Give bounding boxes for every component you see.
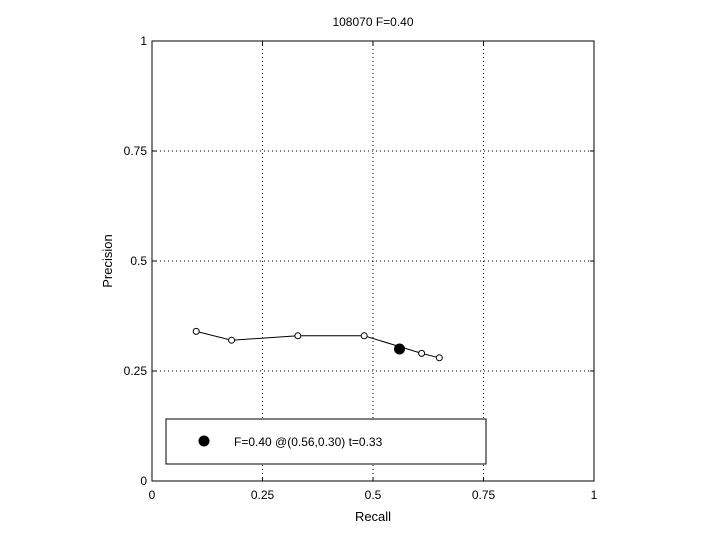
y-tick-label: 0 xyxy=(140,474,147,488)
pr-curve-line xyxy=(196,330,440,359)
x-tick-label: 0 xyxy=(149,488,156,502)
legend-box xyxy=(165,418,487,465)
pr-curve-point xyxy=(294,332,302,340)
y-tick-label: 0.25 xyxy=(124,364,148,378)
y-axis-label: Precision xyxy=(100,234,115,287)
pr-curve-point xyxy=(418,349,426,357)
pr-curve-point xyxy=(192,327,200,335)
best-f-point xyxy=(394,343,406,355)
chart-title: 108070 F=0.40 xyxy=(332,15,413,29)
series-layer xyxy=(192,327,443,362)
y-tick-label: 0.75 xyxy=(124,144,148,158)
x-tick-label: 0.75 xyxy=(472,488,496,502)
pr-curve-point xyxy=(360,332,368,340)
pr-curve-point xyxy=(435,354,443,362)
y-tick-label: 1 xyxy=(140,34,147,48)
pr-curve-point xyxy=(228,336,236,344)
x-tick-label: 0.5 xyxy=(365,488,382,502)
x-axis-label: Recall xyxy=(355,509,391,524)
x-tick-label: 1 xyxy=(591,488,598,502)
tick-layer: 00 0.25 0.25 0.5 0.5 0.75 0.75 1 1 xyxy=(124,34,598,502)
legend-label: F=0.40 @(0.56,0.30) t=0.33 xyxy=(234,435,383,449)
legend-marker xyxy=(198,435,210,447)
legend: F=0.40 @(0.56,0.30) t=0.33 xyxy=(165,418,487,465)
grid-layer xyxy=(152,41,594,481)
y-tick-label: 0.5 xyxy=(130,254,147,268)
x-tick-label: 0.25 xyxy=(251,488,275,502)
